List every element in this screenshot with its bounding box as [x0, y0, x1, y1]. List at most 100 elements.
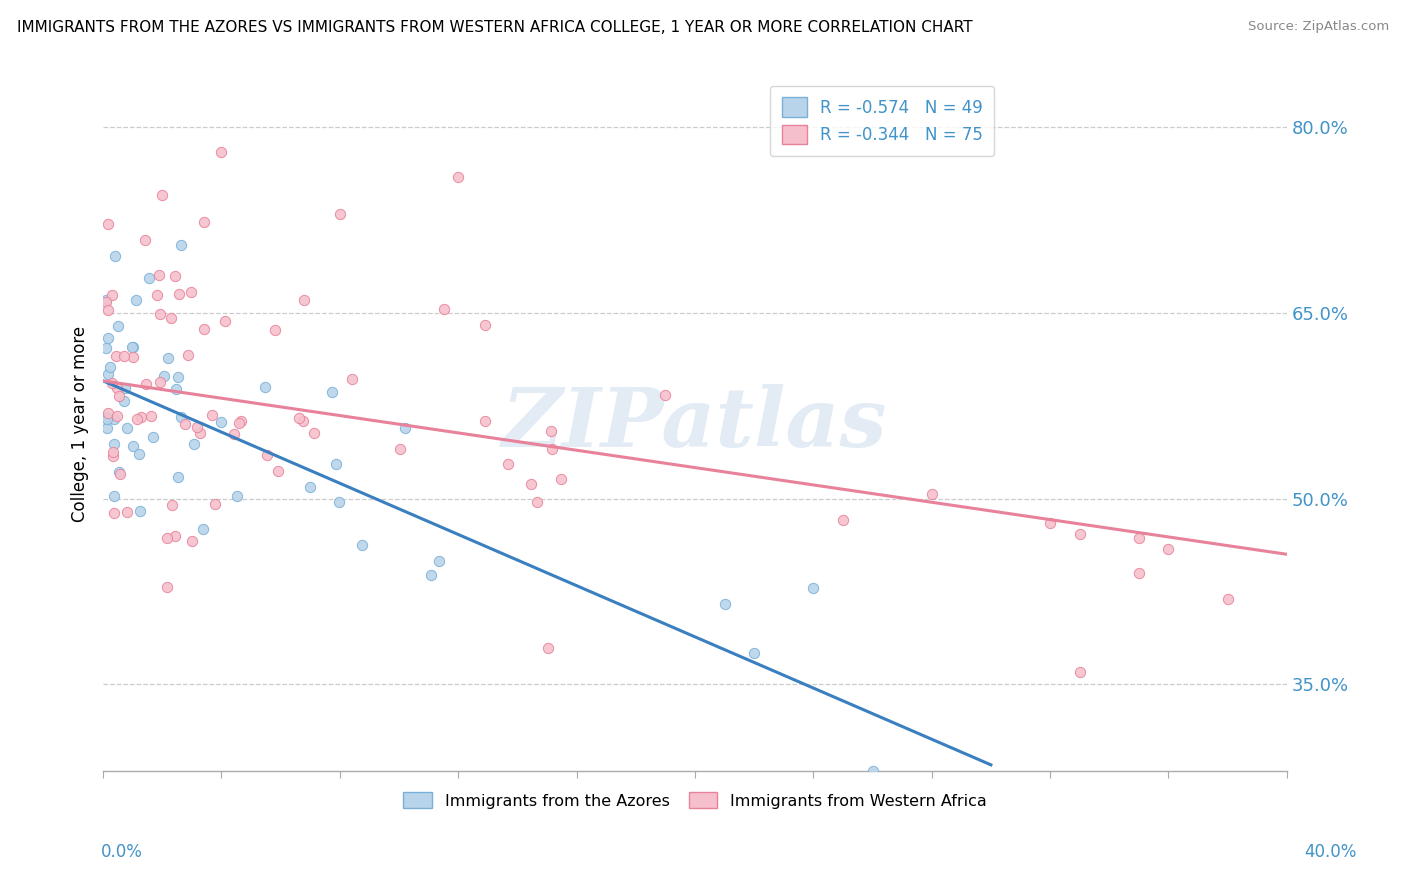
Point [149, 375, 172, 389]
Point [114, 380, 136, 394]
Point [174, 417, 197, 431]
Point [193, 215, 215, 229]
Point [103, 436, 125, 450]
Text: Source: ZipAtlas.com: Source: ZipAtlas.com [1249, 20, 1389, 33]
Point [214, 314, 236, 328]
Point [169, 409, 191, 424]
Point [1157, 541, 1180, 556]
Point [209, 415, 232, 429]
Point [225, 489, 247, 503]
Point [263, 323, 285, 337]
Point [121, 340, 143, 354]
Y-axis label: College, 1 year or more: College, 1 year or more [72, 326, 89, 523]
Point [299, 480, 322, 494]
Point [713, 597, 735, 611]
Point [420, 568, 443, 582]
Point [921, 487, 943, 501]
Point [112, 349, 135, 363]
Point [1039, 516, 1062, 531]
Point [862, 764, 884, 778]
Point [103, 507, 125, 521]
Point [180, 534, 202, 549]
Point [292, 293, 315, 307]
Point [550, 472, 572, 486]
Point [105, 381, 128, 395]
Point [149, 306, 172, 320]
Point [540, 425, 562, 439]
Text: 0.0%: 0.0% [101, 843, 143, 861]
Point [125, 293, 148, 307]
Point [107, 319, 129, 334]
Point [186, 420, 208, 434]
Point [162, 498, 184, 512]
Point [108, 465, 131, 479]
Point [193, 322, 215, 336]
Point [107, 389, 129, 403]
Point [129, 504, 152, 518]
Point [352, 538, 374, 552]
Point [125, 411, 148, 425]
Point [191, 522, 214, 536]
Point [1128, 566, 1150, 580]
Point [329, 207, 352, 221]
Point [157, 351, 180, 366]
Point [292, 414, 315, 428]
Point [94, 409, 117, 424]
Point [447, 169, 470, 184]
Point [100, 288, 122, 302]
Point [112, 394, 135, 409]
Point [190, 425, 212, 440]
Point [169, 287, 191, 301]
Point [302, 426, 325, 441]
Point [94, 295, 117, 310]
Point [170, 238, 193, 252]
Point [526, 495, 548, 509]
Point [342, 372, 364, 386]
Point [229, 414, 252, 428]
Point [801, 582, 824, 596]
Point [146, 287, 169, 301]
Point [160, 311, 183, 326]
Point [101, 449, 124, 463]
Point [134, 233, 156, 247]
Point [108, 467, 131, 482]
Point [496, 458, 519, 472]
Point [139, 409, 162, 423]
Point [537, 640, 560, 655]
Point [98, 360, 121, 375]
Point [1216, 591, 1239, 606]
Point [325, 457, 347, 471]
Point [165, 382, 187, 396]
Text: IMMIGRANTS FROM THE AZORES VS IMMIGRANTS FROM WESTERN AFRICA COLLEGE, 1 YEAR OR : IMMIGRANTS FROM THE AZORES VS IMMIGRANTS… [17, 20, 973, 35]
Point [201, 408, 224, 422]
Point [742, 646, 765, 660]
Point [321, 384, 343, 399]
Point [433, 301, 456, 316]
Point [115, 421, 138, 435]
Point [97, 331, 120, 345]
Point [121, 340, 143, 354]
Point [101, 376, 124, 390]
Point [254, 380, 277, 394]
Point [222, 427, 245, 442]
Legend: Immigrants from the Azores, Immigrants from Western Africa: Immigrants from the Azores, Immigrants f… [396, 786, 993, 815]
Point [204, 497, 226, 511]
Point [96, 420, 118, 434]
Point [97, 406, 120, 420]
Point [142, 430, 165, 444]
Point [654, 388, 676, 402]
Point [266, 464, 288, 478]
Point [427, 554, 450, 568]
Text: ZIPatlas: ZIPatlas [502, 384, 887, 464]
Point [122, 350, 145, 364]
Point [183, 436, 205, 450]
Point [163, 529, 186, 543]
Point [155, 532, 177, 546]
Point [166, 470, 188, 484]
Point [180, 285, 202, 300]
Point [165, 268, 187, 283]
Point [94, 341, 117, 355]
Point [103, 412, 125, 426]
Point [474, 414, 496, 428]
Point [150, 188, 173, 202]
